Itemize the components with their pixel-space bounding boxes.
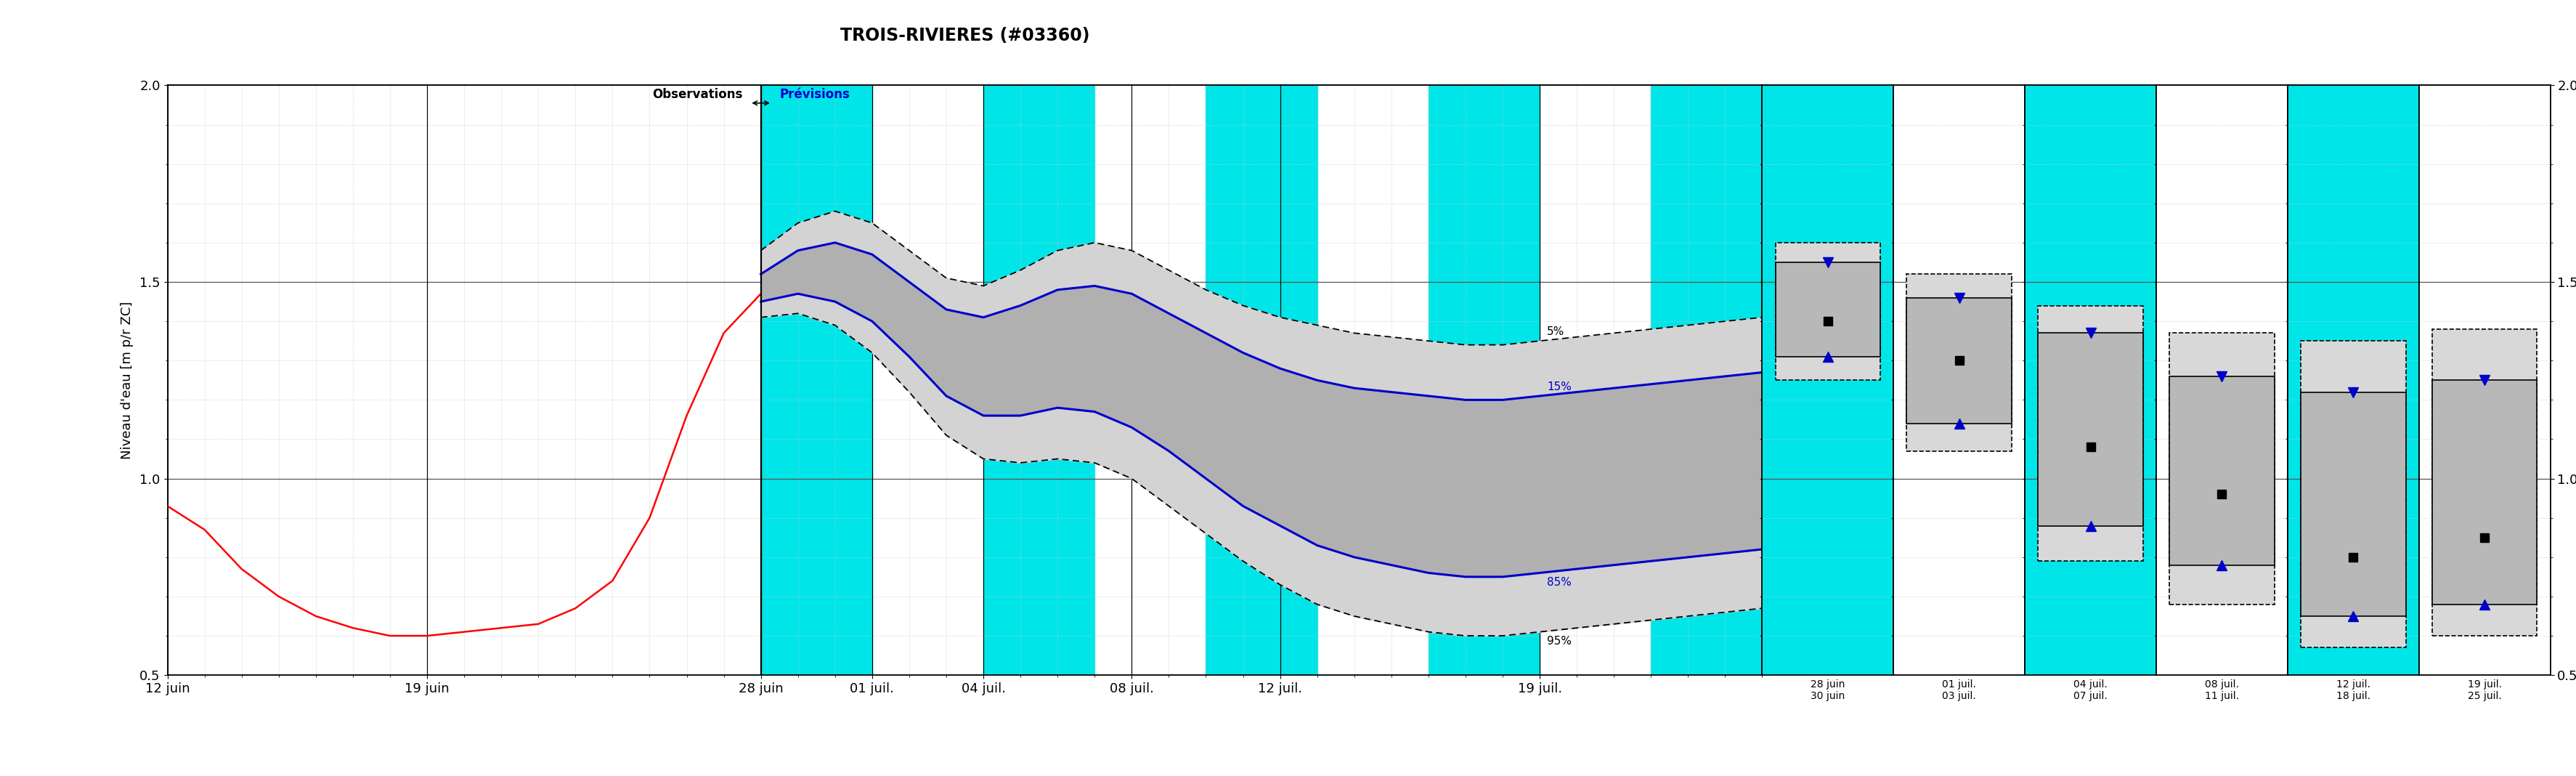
Bar (1906, 274, 2012, 451)
Text: 5%: 5% (1548, 326, 1564, 337)
Bar (2169, 376, 2275, 565)
Bar (2169, 333, 2275, 605)
Bar (1206, 85, 1316, 675)
Bar (1906, 298, 2012, 424)
X-axis label: 19 juil.
25 juil.: 19 juil. 25 juil. (2468, 679, 2501, 701)
Text: Observations: Observations (652, 88, 742, 101)
Bar (2300, 341, 2406, 648)
X-axis label: 08 juil.
11 juil.: 08 juil. 11 juil. (2205, 679, 2239, 701)
X-axis label: 04 juil.
07 juil.: 04 juil. 07 juil. (2074, 679, 2107, 701)
Text: Prévisions: Prévisions (781, 88, 850, 101)
Bar (1430, 85, 1540, 675)
X-axis label: 01 juil.
03 juil.: 01 juil. 03 juil. (1942, 679, 1976, 701)
Bar (2432, 329, 2537, 636)
Text: 15%: 15% (1548, 381, 1571, 392)
X-axis label: 12 juil.
18 juil.: 12 juil. 18 juil. (2336, 679, 2370, 701)
Bar (2300, 392, 2406, 616)
Bar (2038, 306, 2143, 561)
Bar (984, 85, 1095, 675)
Bar (1775, 243, 1880, 380)
Text: 85%: 85% (1548, 577, 1571, 587)
Bar (2038, 333, 2143, 525)
X-axis label: 28 juin
30 juin: 28 juin 30 juin (1811, 679, 1844, 701)
Text: TROIS-RIVIERES (#03360): TROIS-RIVIERES (#03360) (840, 27, 1090, 44)
Bar (760, 85, 873, 675)
Bar (2432, 380, 2537, 605)
Bar (1775, 262, 1880, 357)
Bar (1651, 85, 1762, 675)
Y-axis label: Niveau d'eau [m p/r ZC]: Niveau d'eau [m p/r ZC] (121, 301, 134, 459)
Text: 95%: 95% (1548, 636, 1571, 646)
